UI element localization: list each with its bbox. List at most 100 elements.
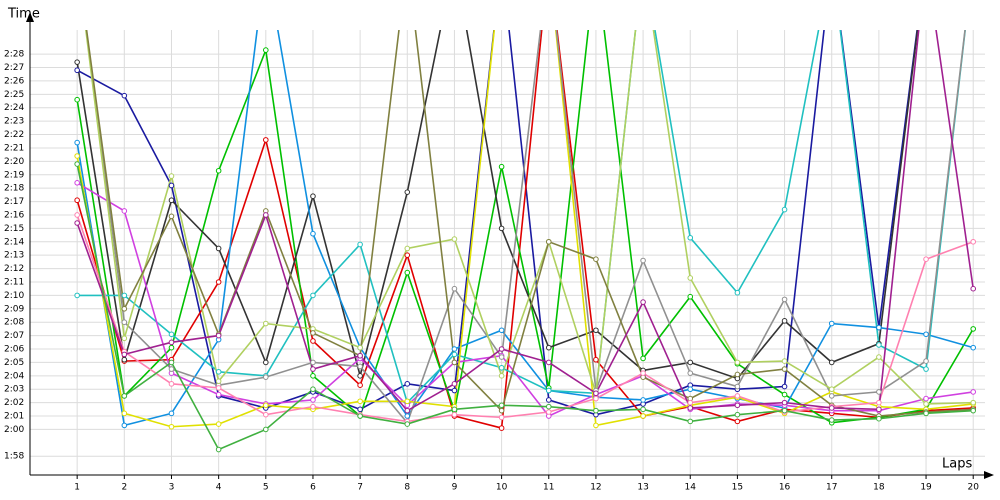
data-point — [828, 393, 835, 399]
y-tick-label: 2:23 — [4, 117, 24, 127]
data-point — [781, 206, 788, 213]
data-point — [451, 346, 458, 352]
data-point — [498, 402, 505, 409]
data-point — [828, 359, 835, 366]
y-tick-label: 2:05 — [4, 358, 24, 368]
data-point — [451, 411, 458, 418]
data-point — [923, 410, 929, 417]
data-point — [970, 389, 977, 395]
data-point — [310, 403, 316, 410]
data-point — [263, 411, 269, 418]
data-point — [404, 269, 411, 276]
data-point — [876, 324, 882, 331]
x-tick-label: 18 — [873, 483, 885, 493]
x-tick-label: 12 — [590, 483, 601, 493]
y-tick-label: 2:15 — [4, 224, 24, 234]
data-point — [215, 279, 222, 285]
data-point — [215, 378, 222, 384]
data-point — [781, 399, 788, 406]
data-point — [451, 381, 458, 387]
data-point — [593, 327, 599, 334]
series-line — [85, 30, 974, 405]
y-tick-label: 2:22 — [4, 130, 24, 140]
data-point — [215, 332, 222, 339]
data-point — [828, 405, 835, 411]
data-point — [687, 405, 694, 411]
data-point — [640, 299, 646, 305]
y-tick-label: 2:01 — [4, 412, 24, 422]
data-point — [215, 391, 222, 398]
data-point — [593, 407, 599, 414]
data-point — [687, 275, 694, 281]
data-point — [168, 331, 175, 338]
data-point — [263, 137, 269, 143]
series-line — [76, 30, 974, 430]
data-point — [734, 393, 741, 399]
data-point — [357, 352, 363, 359]
data-point — [74, 139, 80, 146]
data-point — [74, 180, 80, 186]
data-point — [215, 245, 222, 252]
data-point — [734, 418, 741, 425]
x-tick-label: 16 — [779, 483, 791, 493]
data-point — [970, 326, 977, 332]
data-point — [263, 212, 269, 218]
data-point — [168, 381, 175, 387]
y-tick-label: 2:11 — [4, 277, 24, 287]
data-point — [970, 344, 977, 351]
data-point — [168, 173, 175, 179]
x-tick-label: 4 — [216, 483, 222, 493]
y-tick-label: 2:28 — [4, 50, 24, 60]
data-point — [923, 331, 929, 338]
x-tick-label: 17 — [826, 483, 837, 493]
data-point — [451, 236, 458, 242]
data-point — [687, 234, 694, 241]
x-tick-label: 13 — [637, 483, 648, 493]
y-tick-label: 2:18 — [4, 184, 24, 194]
data-point — [593, 356, 599, 363]
x-axis-arrow — [984, 471, 994, 479]
data-point — [310, 193, 316, 200]
y-tick-label: 2:16 — [4, 210, 24, 220]
data-point — [876, 415, 882, 422]
y-tick-label: 2:09 — [4, 304, 24, 314]
data-point — [876, 342, 882, 348]
x-tick-label: 8 — [404, 483, 410, 493]
y-tick-label: 2:24 — [4, 103, 24, 113]
y-tick-label: 2:03 — [4, 385, 24, 395]
data-point — [310, 338, 316, 344]
data-point — [168, 213, 175, 220]
y-tick-label: 2:10 — [4, 291, 24, 301]
data-point — [781, 358, 788, 364]
series-line — [76, 30, 918, 416]
data-point — [970, 407, 977, 414]
data-point — [215, 167, 222, 174]
data-point — [734, 289, 741, 296]
data-point — [498, 163, 505, 170]
data-point — [781, 407, 788, 414]
series-line — [76, 30, 974, 427]
data-point — [121, 305, 128, 312]
data-point — [310, 366, 316, 372]
data-point — [310, 230, 316, 237]
data-point — [74, 220, 80, 226]
series-line — [76, 30, 919, 380]
data-point — [640, 397, 646, 403]
data-point — [168, 339, 175, 346]
data-point — [640, 355, 646, 362]
y-tick-label: 2:08 — [4, 318, 24, 328]
data-point — [498, 364, 505, 371]
data-point — [121, 393, 128, 399]
y-tick-label: 2:12 — [4, 264, 24, 274]
data-point — [404, 407, 411, 414]
data-point — [310, 373, 316, 379]
data-point — [215, 368, 222, 375]
data-point — [310, 397, 316, 403]
data-point — [357, 241, 363, 248]
data-point — [168, 410, 175, 417]
data-point — [121, 208, 128, 214]
data-point — [310, 359, 316, 366]
series-line — [85, 30, 966, 425]
data-point — [357, 373, 363, 379]
